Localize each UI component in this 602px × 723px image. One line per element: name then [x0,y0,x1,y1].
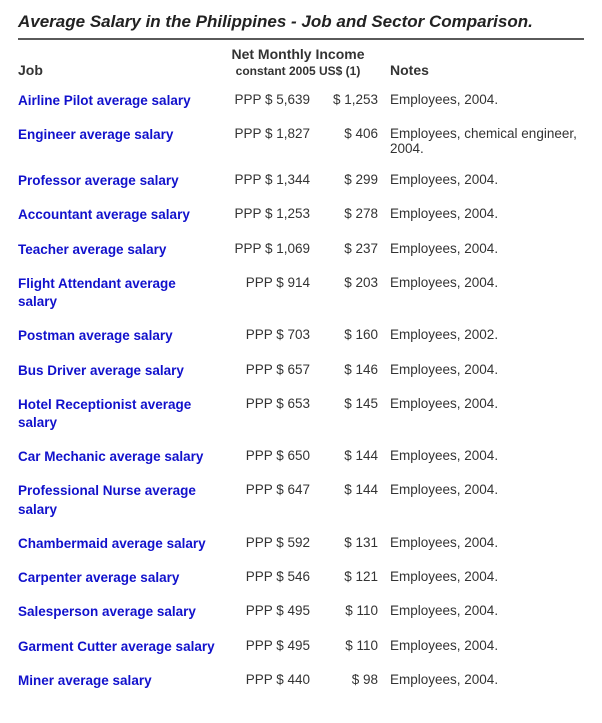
ppp-value: PPP $ 657 [218,362,310,377]
notes-text: Employees, 2004. [378,172,584,187]
table-header: Job Net Monthly Income constant 2005 US$… [18,46,584,78]
usd-value: $ 145 [310,396,378,411]
table-row: Hotel Receptionist average salaryPPP $ 6… [18,396,584,432]
page-title: Average Salary in the Philippines - Job … [18,12,584,40]
usd-value: $ 146 [310,362,378,377]
table-body: Airline Pilot average salaryPPP $ 5,639$… [18,92,584,690]
table-row: Professor average salaryPPP $ 1,344$ 299… [18,172,584,190]
notes-text: Employees, 2004. [378,482,584,497]
notes-text: Employees, 2004. [378,92,584,107]
notes-text: Employees, chemical engineer, 2004. [378,126,584,156]
notes-text: Employees, 2004. [378,569,584,584]
notes-text: Employees, 2004. [378,535,584,550]
notes-text: Employees, 2004. [378,638,584,653]
ppp-value: PPP $ 1,344 [218,172,310,187]
notes-text: Employees, 2004. [378,672,584,687]
header-income-line2: constant 2005 US$ (1) [218,64,378,78]
header-job: Job [18,62,218,78]
ppp-value: PPP $ 650 [218,448,310,463]
usd-value: $ 131 [310,535,378,550]
usd-value: $ 98 [310,672,378,687]
table-row: Engineer average salaryPPP $ 1,827$ 406E… [18,126,584,156]
job-link[interactable]: Professor average salary [18,172,218,190]
ppp-value: PPP $ 495 [218,603,310,618]
ppp-value: PPP $ 1,827 [218,126,310,141]
table-row: Bus Driver average salaryPPP $ 657$ 146E… [18,362,584,380]
ppp-value: PPP $ 546 [218,569,310,584]
usd-value: $ 299 [310,172,378,187]
table-row: Teacher average salaryPPP $ 1,069$ 237Em… [18,241,584,259]
table-row: Salesperson average salaryPPP $ 495$ 110… [18,603,584,621]
job-link[interactable]: Flight Attendant average salary [18,275,218,311]
ppp-value: PPP $ 914 [218,275,310,290]
notes-text: Employees, 2004. [378,275,584,290]
header-income-line1: Net Monthly Income [218,46,378,62]
table-row: Flight Attendant average salaryPPP $ 914… [18,275,584,311]
table-row: Airline Pilot average salaryPPP $ 5,639$… [18,92,584,110]
header-notes: Notes [378,62,584,78]
job-link[interactable]: Accountant average salary [18,206,218,224]
ppp-value: PPP $ 495 [218,638,310,653]
ppp-value: PPP $ 703 [218,327,310,342]
table-row: Chambermaid average salaryPPP $ 592$ 131… [18,535,584,553]
job-link[interactable]: Carpenter average salary [18,569,218,587]
job-link[interactable]: Airline Pilot average salary [18,92,218,110]
usd-value: $ 110 [310,638,378,653]
job-link[interactable]: Hotel Receptionist average salary [18,396,218,432]
notes-text: Employees, 2004. [378,448,584,463]
ppp-value: PPP $ 592 [218,535,310,550]
usd-value: $ 406 [310,126,378,141]
table-row: Carpenter average salaryPPP $ 546$ 121Em… [18,569,584,587]
header-income: Net Monthly Income constant 2005 US$ (1) [218,46,378,78]
notes-text: Employees, 2004. [378,206,584,221]
table-row: Professional Nurse average salaryPPP $ 6… [18,482,584,518]
job-link[interactable]: Chambermaid average salary [18,535,218,553]
usd-value: $ 144 [310,448,378,463]
ppp-value: PPP $ 1,069 [218,241,310,256]
ppp-value: PPP $ 1,253 [218,206,310,221]
table-row: Accountant average salaryPPP $ 1,253$ 27… [18,206,584,224]
usd-value: $ 160 [310,327,378,342]
notes-text: Employees, 2004. [378,603,584,618]
job-link[interactable]: Bus Driver average salary [18,362,218,380]
notes-text: Employees, 2004. [378,362,584,377]
ppp-value: PPP $ 653 [218,396,310,411]
job-link[interactable]: Engineer average salary [18,126,218,144]
job-link[interactable]: Postman average salary [18,327,218,345]
job-link[interactable]: Car Mechanic average salary [18,448,218,466]
table-row: Garment Cutter average salaryPPP $ 495$ … [18,638,584,656]
job-link[interactable]: Miner average salary [18,672,218,690]
notes-text: Employees, 2004. [378,396,584,411]
ppp-value: PPP $ 5,639 [218,92,310,107]
job-link[interactable]: Professional Nurse average salary [18,482,218,518]
job-link[interactable]: Salesperson average salary [18,603,218,621]
job-link[interactable]: Teacher average salary [18,241,218,259]
usd-value: $ 121 [310,569,378,584]
usd-value: $ 1,253 [310,92,378,107]
usd-value: $ 278 [310,206,378,221]
job-link[interactable]: Garment Cutter average salary [18,638,218,656]
usd-value: $ 110 [310,603,378,618]
table-row: Postman average salaryPPP $ 703$ 160Empl… [18,327,584,345]
table-row: Car Mechanic average salaryPPP $ 650$ 14… [18,448,584,466]
notes-text: Employees, 2004. [378,241,584,256]
ppp-value: PPP $ 647 [218,482,310,497]
usd-value: $ 203 [310,275,378,290]
ppp-value: PPP $ 440 [218,672,310,687]
table-row: Miner average salaryPPP $ 440$ 98Employe… [18,672,584,690]
notes-text: Employees, 2002. [378,327,584,342]
usd-value: $ 144 [310,482,378,497]
usd-value: $ 237 [310,241,378,256]
